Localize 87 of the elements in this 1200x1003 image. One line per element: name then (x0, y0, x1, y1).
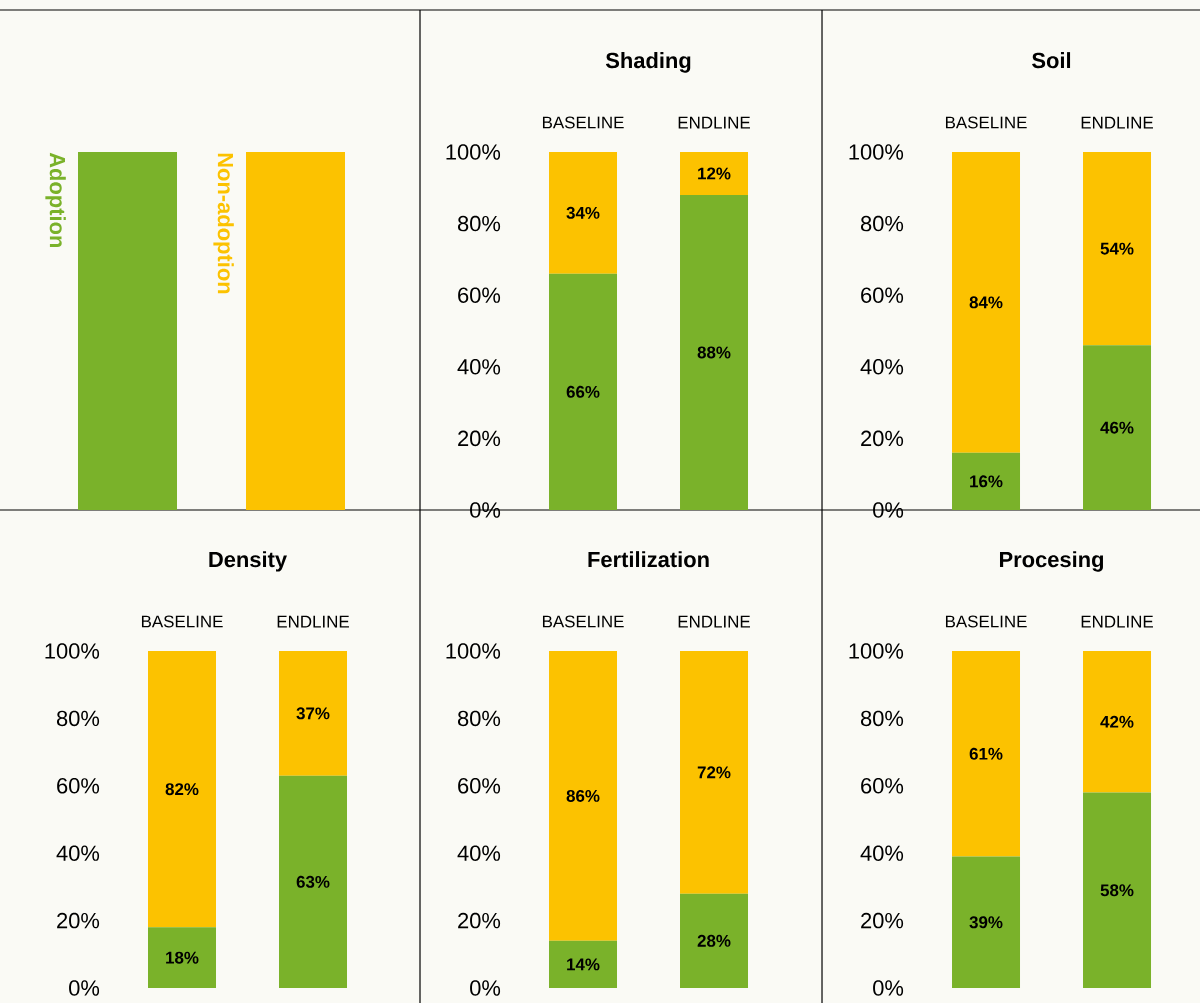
y-tick-label: 40% (56, 845, 100, 861)
y-tick-label: 100% (45, 643, 100, 659)
bar (952, 452, 1021, 510)
bar (549, 940, 618, 988)
y-tick-label: 40% (457, 359, 501, 375)
bar (549, 651, 618, 941)
bar (1083, 651, 1152, 793)
y-tick-label: 40% (860, 359, 904, 375)
bar (952, 151, 1021, 453)
data-label: 28% (697, 934, 731, 947)
bar (1083, 151, 1152, 346)
y-tick-label: 20% (57, 912, 100, 929)
y-tick-label: 100% (849, 643, 904, 659)
bar (1083, 345, 1152, 510)
chart-title: Shading (605, 52, 691, 73)
data-label: 58% (1100, 884, 1134, 897)
data-label: 82% (165, 783, 199, 796)
data-label: 54% (1100, 242, 1134, 255)
y-tick-label: 80% (457, 215, 501, 232)
data-label: 37% (296, 707, 330, 720)
data-label: 63% (296, 875, 330, 888)
x-tick-label: BASELINE (542, 116, 624, 129)
bar (549, 273, 618, 510)
chart-title: Fertilization (588, 551, 709, 568)
bar (680, 194, 749, 510)
data-label: 12% (698, 167, 731, 180)
y-tick-label: 0% (873, 980, 904, 996)
y-tick-label: 80% (860, 710, 904, 727)
y-tick-label: 0% (470, 980, 501, 996)
bar (549, 151, 618, 274)
bar (952, 651, 1021, 857)
data-label: 34% (566, 206, 600, 219)
y-tick-label: 60% (861, 778, 904, 794)
y-tick-label: 20% (458, 912, 501, 929)
y-tick-label: 40% (860, 845, 904, 861)
y-tick-label: 80% (56, 710, 100, 727)
y-tick-label: 20% (458, 430, 501, 447)
data-label: 46% (1100, 421, 1134, 434)
bar (680, 893, 749, 988)
x-tick-label: ENDLINE (678, 615, 750, 628)
data-label: 88% (697, 346, 731, 359)
x-tick-label: BASELINE (141, 615, 223, 628)
y-tick-label: 100% (446, 643, 501, 659)
y-tick-label: 60% (458, 778, 501, 794)
chart-title: Procesing (999, 551, 1104, 572)
text: Adoption (45, 152, 66, 247)
y-tick-label: 0% (69, 980, 100, 996)
data-label: 84% (969, 296, 1003, 309)
y-tick-label: 20% (861, 912, 904, 929)
y-tick-label: 60% (861, 287, 904, 303)
y-tick-label: 100% (849, 144, 904, 160)
data-label: 61% (969, 747, 1003, 760)
y-tick-label: 20% (861, 430, 904, 447)
data-label: 14% (567, 958, 600, 971)
bar (148, 651, 216, 928)
y-tick-label: 60% (458, 287, 501, 303)
bar (680, 151, 749, 195)
x-tick-label: BASELINE (945, 116, 1027, 129)
y-tick-label: 100% (446, 144, 501, 160)
bar (1083, 792, 1152, 988)
text: Non-adoption (213, 153, 234, 294)
x-tick-label: ENDLINE (1081, 116, 1153, 129)
bar (279, 775, 347, 988)
x-tick-label: BASELINE (945, 615, 1027, 628)
x-tick-label: ENDLINE (1081, 615, 1153, 628)
data-label: 18% (166, 951, 199, 964)
x-tick-label: ENDLINE (277, 615, 349, 628)
bar (148, 927, 216, 988)
chart-title: Density (209, 551, 287, 572)
y-tick-label: 0% (873, 502, 904, 518)
x-tick-label: BASELINE (542, 615, 624, 628)
data-label: 72% (697, 766, 731, 779)
x-tick-label: ENDLINE (678, 116, 750, 129)
data-label: 39% (969, 916, 1003, 929)
bar (279, 651, 347, 776)
data-label: 66% (566, 385, 600, 398)
data-label: 42% (1100, 715, 1134, 728)
data-label: 86% (566, 789, 600, 802)
data-label: 16% (970, 475, 1003, 488)
bar (680, 651, 749, 894)
chart-title: Soil (1032, 52, 1071, 69)
y-tick-label: 80% (457, 710, 501, 727)
y-tick-label: 40% (457, 845, 501, 861)
y-tick-label: 60% (57, 778, 100, 794)
y-tick-label: 0% (470, 502, 501, 518)
bar (952, 856, 1021, 988)
y-tick-label: 80% (860, 215, 904, 232)
